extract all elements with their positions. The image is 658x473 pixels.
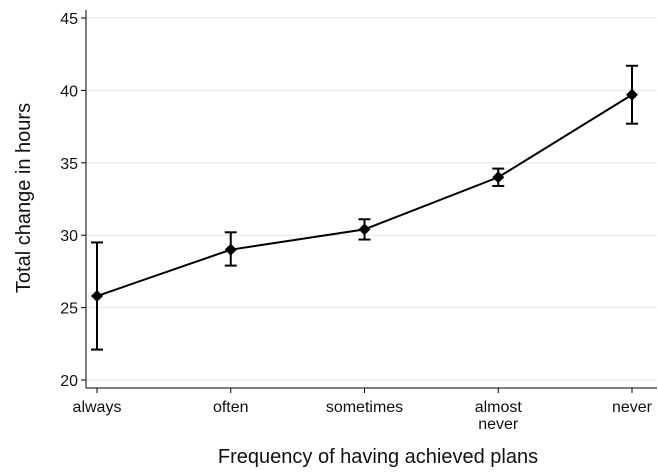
x-tick-label-2: sometimes: [326, 399, 403, 416]
data-point-3: [492, 171, 505, 184]
grid: [86, 17, 657, 381]
series-1: [91, 64, 638, 351]
y-tick-label-20: 20: [60, 373, 78, 390]
x-tick-label-0: always: [73, 399, 122, 416]
y-tick-label-40: 40: [60, 83, 78, 100]
y-tick-label-45: 45: [60, 11, 78, 28]
axes: 20 25 30 35 40 45 always often sometimes almost ne…: [60, 10, 657, 433]
x-tick-label-4: never: [612, 399, 653, 416]
series-line: [96, 93, 633, 297]
x-axis-title: Frequency of having achieved plans: [218, 446, 538, 468]
y-tick-label-25: 25: [60, 301, 78, 318]
data-point-1: [224, 243, 237, 256]
data-point-2: [358, 223, 371, 236]
y-axis-title: Total change in hours: [13, 103, 35, 293]
x-tick-label-3: almost never: [475, 399, 523, 433]
y-tick-label-35: 35: [60, 156, 78, 173]
data-point-4: [626, 88, 638, 101]
x-tick-label-1: often: [213, 399, 249, 416]
data-point-0: [91, 290, 103, 303]
y-tick-label-30: 30: [60, 228, 78, 245]
